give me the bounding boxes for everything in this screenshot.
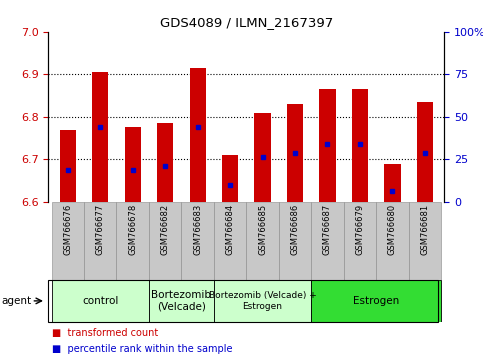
Text: GSM766683: GSM766683	[193, 204, 202, 255]
Bar	[214, 202, 246, 280]
Bar	[60, 130, 76, 202]
Bar	[84, 202, 116, 280]
Bar	[189, 68, 206, 202]
Text: GSM766680: GSM766680	[388, 204, 397, 255]
Text: GSM766681: GSM766681	[420, 204, 429, 255]
Text: GSM766684: GSM766684	[226, 204, 235, 255]
Text: ■  transformed count: ■ transformed count	[52, 328, 158, 338]
Bar	[52, 202, 84, 280]
Bar	[116, 202, 149, 280]
Bar	[409, 202, 441, 280]
Text: control: control	[82, 296, 118, 306]
Bar	[182, 202, 214, 280]
Text: GSM766682: GSM766682	[161, 204, 170, 255]
Bar	[287, 104, 303, 202]
Text: GSM766679: GSM766679	[355, 204, 365, 255]
Bar	[311, 202, 344, 280]
Bar	[344, 202, 376, 280]
Title: GDS4089 / ILMN_2167397: GDS4089 / ILMN_2167397	[160, 16, 333, 29]
Text: GSM766685: GSM766685	[258, 204, 267, 255]
Text: GSM766676: GSM766676	[63, 204, 72, 255]
Bar	[92, 72, 108, 202]
Bar	[255, 113, 270, 202]
Text: Estrogen: Estrogen	[353, 296, 399, 306]
Bar	[417, 102, 433, 202]
Bar	[246, 202, 279, 280]
Bar	[52, 280, 149, 322]
Bar	[384, 164, 400, 202]
Text: GSM766686: GSM766686	[291, 204, 299, 255]
Text: Bortezomib
(Velcade): Bortezomib (Velcade)	[151, 290, 212, 312]
Bar	[149, 202, 182, 280]
Text: ■  percentile rank within the sample: ■ percentile rank within the sample	[52, 344, 233, 354]
Text: GSM766687: GSM766687	[323, 204, 332, 255]
Bar	[214, 280, 311, 322]
Bar	[311, 280, 441, 322]
Bar	[279, 202, 311, 280]
Bar	[157, 123, 173, 202]
Bar	[376, 202, 409, 280]
Bar	[222, 155, 238, 202]
Text: agent: agent	[1, 296, 31, 306]
Bar	[319, 89, 336, 202]
Text: GSM766678: GSM766678	[128, 204, 137, 255]
Bar	[149, 280, 214, 322]
Text: Bortezomib (Velcade) +
Estrogen: Bortezomib (Velcade) + Estrogen	[209, 291, 316, 310]
Text: GSM766677: GSM766677	[96, 204, 105, 255]
Bar	[125, 127, 141, 202]
Bar	[352, 89, 368, 202]
